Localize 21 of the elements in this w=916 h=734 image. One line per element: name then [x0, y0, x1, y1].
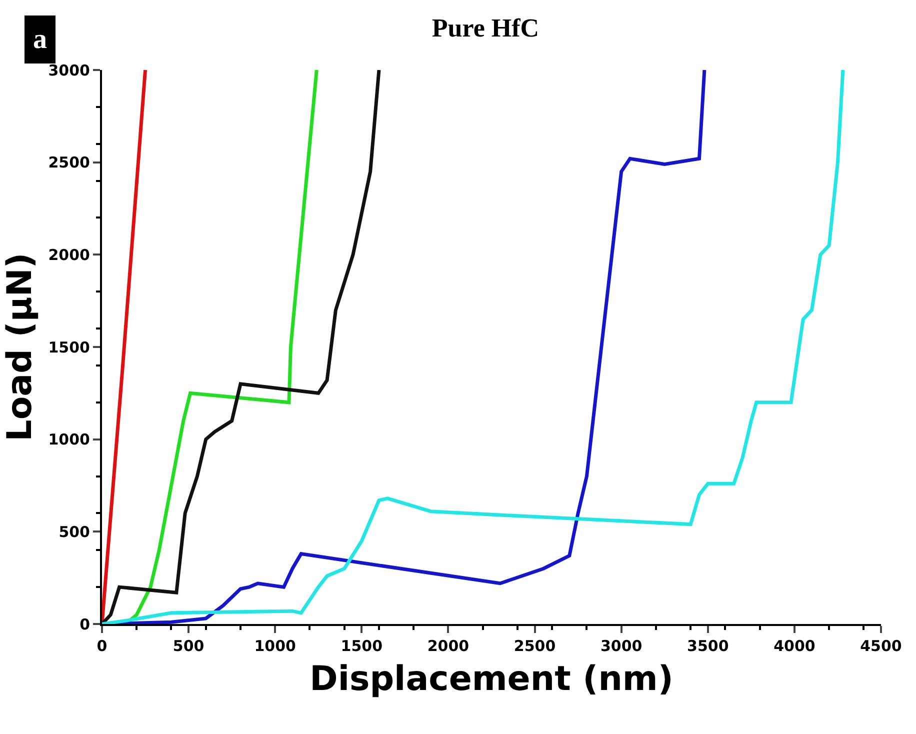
x-tick-label: 3500 [687, 637, 729, 655]
x-tick-label: 2000 [427, 637, 470, 655]
x-tick-label: 0 [96, 637, 108, 655]
x-tick-label: 1000 [254, 637, 296, 655]
y-tick-label: 0 [80, 615, 90, 634]
x-tick-label: 500 [172, 637, 204, 655]
x-tick-label: 4000 [774, 637, 816, 655]
y-tick-label: 1500 [48, 338, 90, 356]
x-tick-label: 4500 [860, 637, 902, 655]
y-tick-label: 3000 [48, 61, 90, 80]
chart-title: Pure HfC [432, 14, 540, 43]
y-tick-label: 1000 [48, 430, 90, 449]
y-tick-label: 2000 [48, 246, 90, 264]
y-tick-label: 2500 [48, 154, 90, 172]
x-tick-label: 2500 [514, 637, 556, 655]
x-tick-label: 3000 [600, 637, 642, 655]
x-axis-title: Displacement (nm) [310, 658, 674, 699]
text: a [33, 24, 47, 55]
y-axis-title: Load (μN) [0, 252, 40, 442]
x-tick-label: 1500 [340, 637, 383, 655]
y-tick-label: 500 [58, 522, 90, 541]
